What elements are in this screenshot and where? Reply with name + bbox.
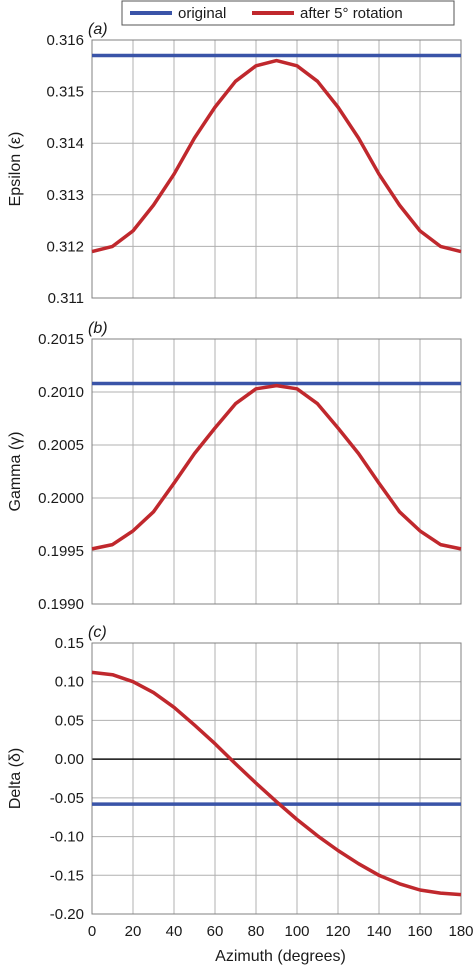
panel-2: 0.1990 0.1995 0.2000 0.2005 0.2010 0.2015(b) G… — [7, 320, 462, 613]
x-tick-label: 140 — [366, 923, 391, 940]
y-tick-label: 0.314 — [46, 135, 84, 152]
y-axis-label: Epsilon (ε) — [7, 132, 24, 207]
y-tick-label: 0.316 — [46, 32, 84, 49]
y-tick-label: -0.05 — [50, 790, 84, 807]
y-tick-label: 0.2015 — [38, 331, 84, 348]
series-line-rotated — [91, 383, 462, 551]
x-tick-label: 60 — [207, 923, 224, 940]
y-tick-label: 0.315 — [46, 84, 84, 101]
plot-frame — [91, 642, 462, 915]
panel-3: 0 20 40 60 80 100 120 140 160 180 -0.20 -0.15 -0.10 -… — [7, 624, 474, 965]
y-tick-label: -0.15 — [50, 867, 84, 884]
plot-area — [92, 643, 461, 914]
y-tick-label: 0.312 — [46, 238, 84, 255]
panel-label: (c) — [88, 624, 107, 641]
x-tick-label: 0 — [88, 923, 96, 940]
y-tick-label: 0.311 — [48, 290, 84, 307]
y-tick-label: 0.05 — [55, 712, 84, 729]
y-tick-label: 0.2000 — [38, 490, 84, 507]
y-tick-label: -0.10 — [50, 829, 84, 846]
y-tick-label: 0.2005 — [38, 437, 84, 454]
series-line-rotated — [91, 58, 462, 254]
panel-1: 0.311 0.312 0.313 0.314 0.315 0.316(a) Epsilon… — [7, 21, 462, 307]
x-tick-label: 20 — [125, 923, 142, 940]
y-axis-label: Gamma (γ) — [7, 432, 24, 512]
plot-area — [92, 339, 461, 604]
x-tick-label: 100 — [284, 923, 309, 940]
legend: original after 5° rotation — [121, 0, 455, 26]
y-tick-label: 0.1995 — [38, 543, 84, 560]
plot-frame — [91, 39, 462, 299]
y-tick-label: -0.20 — [50, 906, 84, 923]
x-axis-label: Azimuth (degrees) — [215, 948, 346, 965]
x-tick-label: 80 — [248, 923, 265, 940]
panel-label: (b) — [88, 320, 108, 337]
y-axis-label: Delta (δ) — [7, 748, 24, 809]
plot-area — [92, 40, 461, 298]
y-tick-label: 0.1990 — [38, 596, 84, 613]
x-tick-label: 40 — [166, 923, 183, 940]
legend-label-rotated: after 5° rotation — [300, 5, 403, 22]
panel-label: (a) — [88, 21, 108, 38]
y-tick-label: 0.2010 — [38, 384, 84, 401]
y-tick-label: 0.10 — [55, 674, 84, 691]
y-tick-label: 0.15 — [55, 635, 84, 652]
plot-frame — [91, 338, 462, 605]
y-tick-label: 0.00 — [55, 751, 84, 768]
series-line-rotated — [91, 670, 462, 897]
x-tick-label: 160 — [407, 923, 432, 940]
x-tick-label: 120 — [325, 923, 350, 940]
x-tick-label: 180 — [448, 923, 473, 940]
legend-label-original: original — [178, 5, 226, 22]
y-tick-label: 0.313 — [46, 187, 84, 204]
